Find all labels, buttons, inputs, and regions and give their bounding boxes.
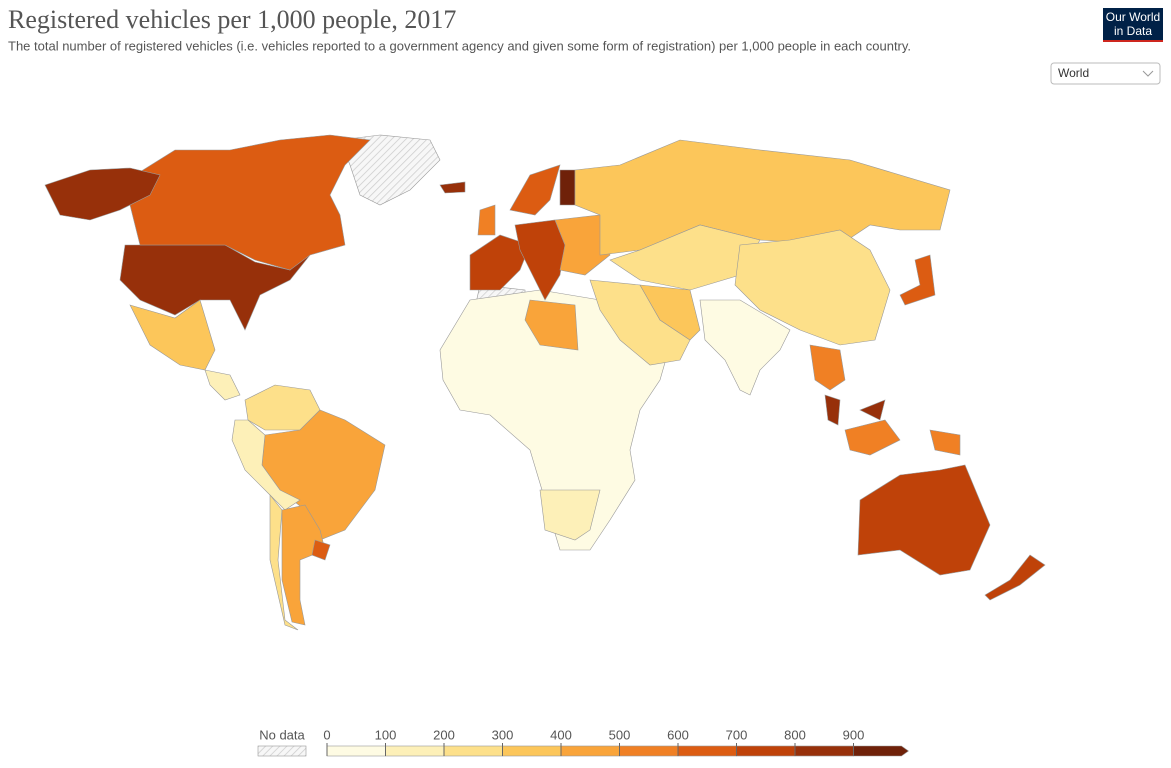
region-selector[interactable]: World	[1050, 62, 1161, 85]
country	[699, 299, 791, 396]
no-data-region	[339, 134, 441, 206]
legend-tick-label: 100	[375, 727, 397, 742]
legend-bin	[853, 745, 910, 757]
legend-bin	[385, 745, 445, 757]
country	[984, 554, 1046, 601]
country	[231, 419, 301, 511]
no-data-swatch	[257, 745, 307, 757]
country	[857, 464, 991, 576]
country	[281, 504, 326, 626]
country	[539, 489, 601, 541]
legend-bin	[560, 745, 620, 757]
country	[734, 229, 891, 346]
country	[439, 181, 466, 194]
country	[824, 394, 841, 426]
legend-bin	[502, 745, 562, 757]
legend-tick-label: 300	[492, 727, 514, 742]
country	[859, 399, 886, 421]
country	[204, 369, 241, 401]
legend-bin	[794, 745, 854, 757]
legend-no-data-label: No data	[259, 727, 305, 742]
country	[559, 169, 576, 206]
logo-text: Our World	[1106, 10, 1160, 24]
legend-tick-label: 200	[433, 727, 455, 742]
legend-bin	[677, 745, 737, 757]
legend-tick-label: 900	[843, 727, 865, 742]
selector-text: World	[1058, 66, 1089, 80]
legend-tick-label: 700	[726, 727, 748, 742]
country	[899, 254, 936, 306]
legend-tick-label: 0	[323, 727, 330, 742]
legend-tick-label: 800	[784, 727, 806, 742]
legend-bin	[326, 745, 386, 757]
logo-box	[1103, 8, 1163, 42]
country	[574, 139, 951, 256]
country	[809, 344, 846, 391]
country	[129, 134, 371, 271]
chart-subtitle: The total number of registered vehicles …	[8, 38, 911, 53]
country	[929, 429, 961, 456]
country	[844, 419, 901, 456]
country	[477, 204, 496, 236]
legend-tick-label: 500	[609, 727, 631, 742]
country	[639, 284, 701, 341]
country	[311, 539, 331, 561]
legend-bin	[619, 745, 679, 757]
chart-title: Registered vehicles per 1,000 people, 20…	[8, 5, 456, 34]
country	[524, 299, 579, 351]
legend: No data 0 100 200 300 400 500 600 700 800 900	[257, 727, 910, 757]
legend-tick-label: 400	[550, 727, 572, 742]
logo-stripe	[1103, 40, 1163, 42]
legend-bin	[736, 745, 796, 757]
logo[interactable]: Our World in Data	[1103, 8, 1163, 42]
map	[44, 134, 1046, 631]
country	[469, 234, 531, 291]
country	[129, 299, 216, 371]
country	[44, 167, 161, 221]
selector-arrow	[1142, 70, 1154, 77]
legend-tick-label: 600	[667, 727, 689, 742]
country	[119, 244, 311, 331]
selector-box	[1050, 62, 1161, 85]
country	[269, 494, 299, 631]
logo-text: in Data	[1114, 24, 1152, 38]
legend-bin	[443, 745, 503, 757]
country	[509, 164, 561, 216]
